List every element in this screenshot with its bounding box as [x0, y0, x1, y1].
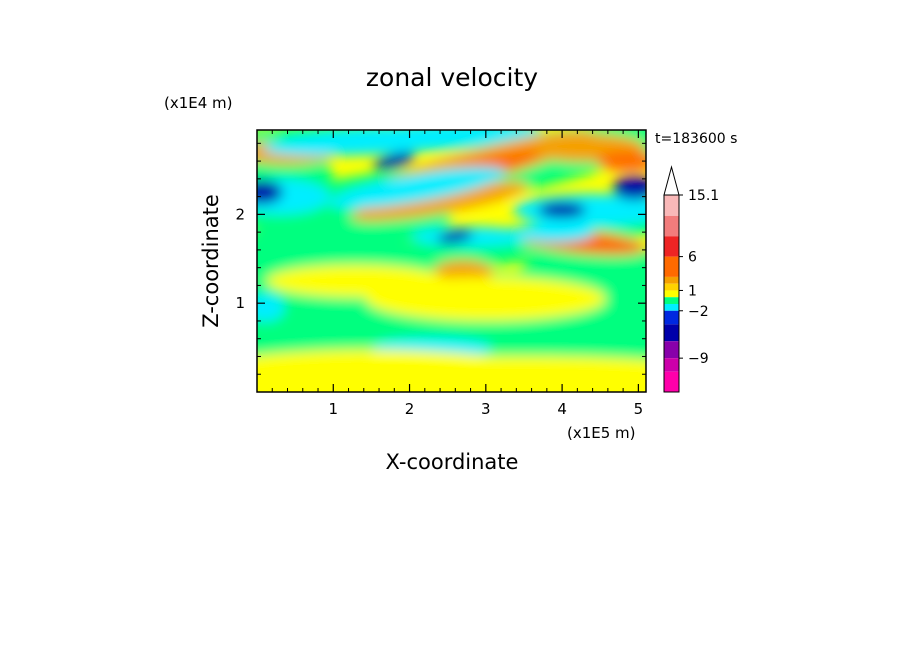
x-axis-label: X-coordinate: [386, 450, 519, 474]
colorbar-tick-label: 1: [688, 283, 697, 299]
x-tick-label: 5: [634, 400, 644, 418]
field-contour-region: [324, 356, 646, 392]
field-contour-region: [514, 222, 595, 243]
field-contour-region: [437, 229, 474, 244]
colorbar: 15.1 6 1 −2 −9: [663, 165, 719, 393]
field-contour-region: [372, 152, 416, 170]
colorbar-tick-label: 15.1: [688, 188, 719, 204]
y-axis-label: Z-coordinate: [199, 194, 223, 328]
y-tick-label: 1: [235, 294, 245, 312]
y-unit-label: (x1E4 m): [164, 94, 233, 112]
colorbar-bin: [664, 195, 679, 216]
axes: 1 2 3 4 5 1 2: [235, 130, 646, 418]
field-contour-region: [257, 293, 285, 322]
colorbar-bin: [664, 297, 679, 304]
field-contour-region: [351, 181, 529, 221]
field-contour-region: [512, 193, 646, 226]
field-contour-region: [257, 180, 283, 205]
colorbar-frame: [663, 194, 680, 393]
colorbar-bin: [664, 256, 679, 277]
colorbar-bin: [664, 341, 679, 359]
colorbar-extend-max: [663, 165, 680, 196]
field-contour-region: [596, 151, 646, 172]
colorbar-tick-label: −9: [688, 351, 709, 367]
colorbar-bin: [664, 290, 679, 298]
x-tick-label: 1: [329, 400, 339, 418]
colorbar-bin: [664, 358, 679, 372]
time-label: t=183600 s: [655, 131, 737, 147]
colorbar-bin: [664, 310, 679, 325]
x-unit-label: (x1E5 m): [567, 424, 636, 442]
colorbar-tick-label: 6: [688, 250, 697, 266]
x-tick-label: 3: [481, 400, 491, 418]
contour-field: [257, 130, 646, 392]
colorbar-bin: [664, 215, 679, 237]
field-contour-region: [328, 166, 506, 209]
colorbar-bin: [664, 324, 679, 342]
field-contour-region: [266, 264, 447, 297]
y-tick-label: 2: [235, 205, 245, 223]
colorbar-bin: [664, 276, 679, 284]
field-contour-region: [538, 201, 587, 218]
x-tick-label: 4: [557, 400, 567, 418]
colorbar-tick-label: −2: [688, 304, 709, 320]
chart-title: zonal velocity: [366, 63, 538, 92]
plot-frame: [256, 129, 647, 393]
field-contour-region: [612, 175, 646, 200]
colorbar-bin: [664, 283, 679, 291]
colorbar-bin: [664, 236, 679, 257]
colorbar-bin: [664, 303, 679, 311]
x-tick-label: 2: [405, 400, 415, 418]
colorbar-bin: [664, 371, 679, 392]
